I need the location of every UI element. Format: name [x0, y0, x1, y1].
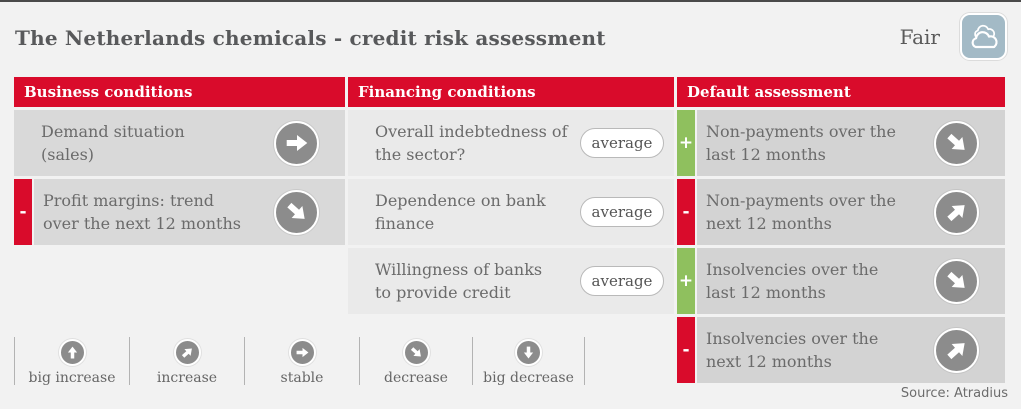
big-increase-arrow-icon	[58, 339, 86, 366]
legend-label: big decrease	[483, 370, 574, 386]
average-badge: average	[580, 128, 664, 158]
row-content: Willingness of banks to provide credit av…	[348, 248, 674, 314]
positive-rating-tab: +	[677, 110, 695, 176]
decrease-arrow-icon	[934, 120, 979, 166]
legend-item-decrease: decrease	[359, 337, 472, 386]
page-title: The Netherlands chemicals - credit risk …	[15, 26, 606, 50]
clouds-icon	[960, 13, 1007, 60]
column-header: Default assessment	[677, 77, 1005, 107]
increase-arrow-icon	[934, 327, 979, 373]
table-row: - Insolvencies over the next 12 months	[677, 317, 1005, 383]
increase-arrow-icon	[173, 339, 201, 366]
decrease-arrow-icon	[274, 189, 319, 235]
row-label: Insolvencies over the last 12 months	[706, 260, 879, 302]
table-row: Overall indebtedness of the sector? avera…	[348, 110, 674, 176]
source-attribution: Source: Atradius	[900, 386, 1008, 401]
positive-rating-tab: +	[677, 248, 695, 314]
top-divider-line	[0, 0, 1021, 2]
row-label: Dependence on bank finance	[375, 191, 546, 233]
table-row: - Non-payments over the next 12 months	[677, 179, 1005, 245]
assessment-column: Financing conditions Overall indebtedness…	[348, 77, 674, 317]
assessment-column: Business conditions Demand situation (sal…	[14, 77, 345, 248]
legend-label: stable	[280, 370, 324, 386]
row-label: Non-payments over the last 12 months	[706, 122, 896, 164]
overall-rating: Fair	[900, 13, 1007, 60]
legend-item-big-decrease: big decrease	[472, 337, 585, 386]
negative-rating-tab: -	[14, 179, 32, 245]
column-header: Financing conditions	[348, 77, 674, 107]
table-row: + Insolvencies over the last 12 months	[677, 248, 1005, 314]
negative-rating-tab: -	[677, 317, 695, 383]
row-content: Non-payments over the next 12 months	[697, 179, 1005, 245]
table-row: - Profit margins: trend over the next 12 …	[14, 179, 345, 245]
row-content: Insolvencies over the last 12 months	[697, 248, 1005, 314]
table-row: Willingness of banks to provide credit av…	[348, 248, 674, 314]
trend-legend: big increase increase stable decrease big de…	[14, 337, 585, 386]
decrease-arrow-icon	[934, 258, 979, 304]
row-content: Profit margins: trend over the next 12 m…	[34, 179, 345, 245]
column-header: Business conditions	[14, 77, 345, 107]
row-content: Non-payments over the last 12 months	[697, 110, 1005, 176]
table-row: Dependence on bank finance average	[348, 179, 674, 245]
decrease-arrow-icon	[402, 339, 430, 366]
table-row: Demand situation (sales)	[14, 110, 345, 176]
table-row: + Non-payments over the last 12 months	[677, 110, 1005, 176]
row-label: Overall indebtedness of the sector?	[375, 122, 568, 164]
row-label: Profit margins: trend over the next 12 m…	[43, 191, 241, 233]
row-label: Insolvencies over the next 12 months	[706, 329, 879, 371]
big-decrease-arrow-icon	[515, 339, 542, 366]
negative-rating-tab: -	[677, 179, 695, 245]
row-content: Overall indebtedness of the sector? avera…	[348, 110, 674, 176]
legend-label: big increase	[28, 370, 116, 386]
average-badge: average	[580, 266, 664, 296]
legend-label: decrease	[384, 370, 448, 386]
row-label: Demand situation (sales)	[41, 122, 185, 164]
increase-arrow-icon	[934, 189, 979, 235]
legend-item-increase: increase	[129, 337, 244, 386]
assessment-column: Default assessment + Non-payments over the…	[677, 77, 1005, 386]
average-badge: average	[580, 197, 664, 227]
legend-label: increase	[156, 370, 218, 386]
row-content: Dependence on bank finance average	[348, 179, 674, 245]
row-content: Insolvencies over the next 12 months	[697, 317, 1005, 383]
rating-label: Fair	[899, 24, 940, 49]
stable-arrow-icon	[274, 120, 319, 166]
assessment-table: Business conditions Demand situation (sal…	[14, 77, 1005, 386]
row-label: Willingness of banks to provide credit	[375, 260, 543, 302]
legend-item-stable: stable	[244, 337, 359, 386]
row-content: Demand situation (sales)	[14, 110, 345, 176]
stable-arrow-icon	[288, 339, 316, 366]
row-label: Non-payments over the next 12 months	[706, 191, 896, 233]
legend-item-big-increase: big increase	[14, 337, 129, 386]
